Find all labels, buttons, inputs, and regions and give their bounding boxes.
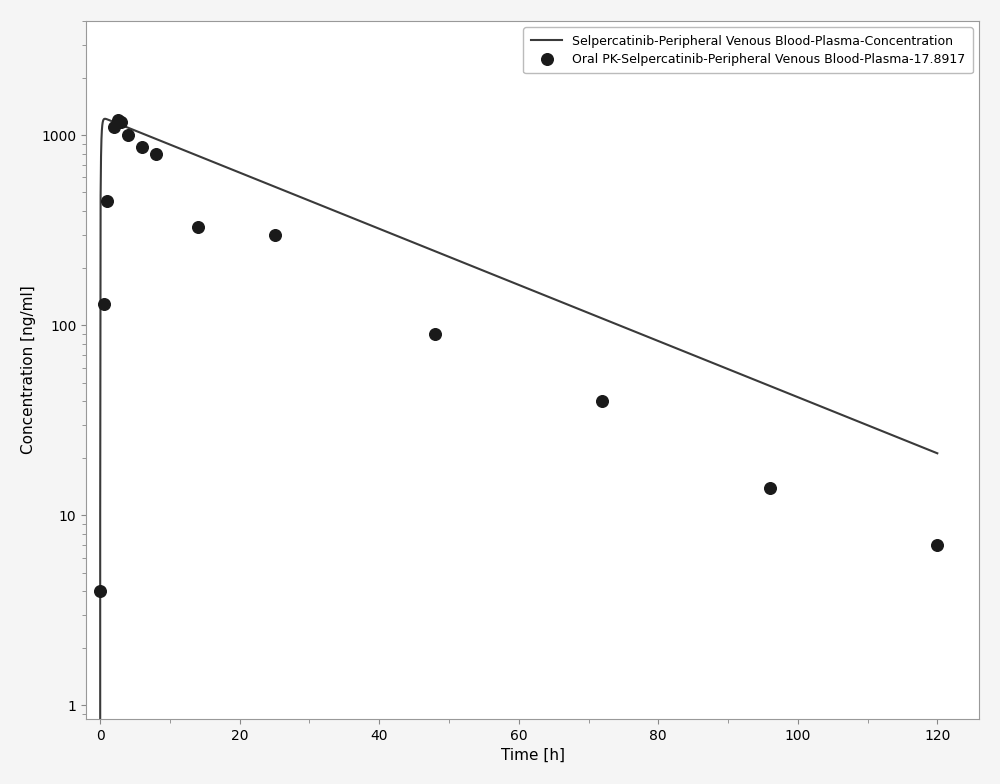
- Oral PK-Selpercatinib-Peripheral Venous Blood-Plasma-17.8917: [762, 481, 778, 494]
- Oral PK-Selpercatinib-Peripheral Venous Blood-Plasma-17.8917: [134, 140, 150, 153]
- Oral PK-Selpercatinib-Peripheral Venous Blood-Plasma-17.8917: [148, 147, 164, 160]
- Selpercatinib-Peripheral Venous Blood-Plasma-Concentration: [169, 142, 181, 151]
- Oral PK-Selpercatinib-Peripheral Venous Blood-Plasma-17.8917: [594, 394, 610, 407]
- Oral PK-Selpercatinib-Peripheral Venous Blood-Plasma-17.8917: [190, 220, 206, 233]
- Oral PK-Selpercatinib-Peripheral Venous Blood-Plasma-17.8917: [120, 129, 136, 142]
- Line: Selpercatinib-Peripheral Venous Blood-Plasma-Concentration: Selpercatinib-Peripheral Venous Blood-Pl…: [100, 119, 937, 784]
- Oral PK-Selpercatinib-Peripheral Venous Blood-Plasma-17.8917: [106, 121, 122, 133]
- Y-axis label: Concentration [ng/ml]: Concentration [ng/ml]: [21, 285, 36, 454]
- Oral PK-Selpercatinib-Peripheral Venous Blood-Plasma-17.8917: [96, 297, 112, 310]
- Oral PK-Selpercatinib-Peripheral Venous Blood-Plasma-17.8917: [267, 228, 283, 241]
- Selpercatinib-Peripheral Venous Blood-Plasma-Concentration: [931, 448, 943, 458]
- Oral PK-Selpercatinib-Peripheral Venous Blood-Plasma-17.8917: [92, 585, 108, 597]
- Selpercatinib-Peripheral Venous Blood-Plasma-Concentration: [405, 237, 417, 246]
- Selpercatinib-Peripheral Venous Blood-Plasma-Concentration: [598, 314, 610, 324]
- Selpercatinib-Peripheral Venous Blood-Plasma-Concentration: [113, 119, 125, 129]
- Oral PK-Selpercatinib-Peripheral Venous Blood-Plasma-17.8917: [99, 195, 115, 208]
- Legend: Selpercatinib-Peripheral Venous Blood-Plasma-Concentration, Oral PK-Selpercatini: Selpercatinib-Peripheral Venous Blood-Pl…: [523, 27, 973, 73]
- Oral PK-Selpercatinib-Peripheral Venous Blood-Plasma-17.8917: [113, 115, 129, 128]
- Selpercatinib-Peripheral Venous Blood-Plasma-Concentration: [139, 130, 151, 140]
- Selpercatinib-Peripheral Venous Blood-Plasma-Concentration: [99, 114, 111, 124]
- Oral PK-Selpercatinib-Peripheral Venous Blood-Plasma-17.8917: [110, 114, 126, 126]
- Oral PK-Selpercatinib-Peripheral Venous Blood-Plasma-17.8917: [929, 539, 945, 551]
- X-axis label: Time [h]: Time [h]: [501, 748, 565, 763]
- Oral PK-Selpercatinib-Peripheral Venous Blood-Plasma-17.8917: [427, 328, 443, 340]
- Selpercatinib-Peripheral Venous Blood-Plasma-Concentration: [783, 389, 795, 398]
